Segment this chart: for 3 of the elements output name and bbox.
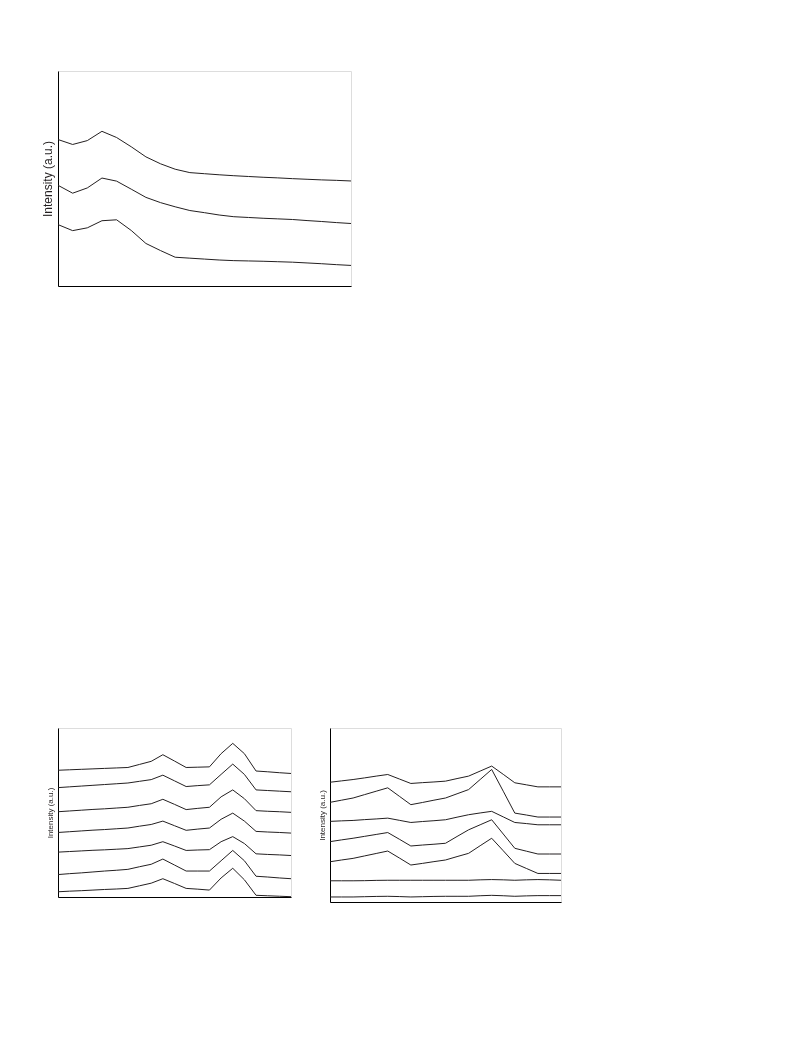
y-axis-title: Intensity (a.u.) [45, 787, 55, 839]
y-axis-title: Intensity (a.u.) [317, 789, 327, 841]
y-axis-title: Intensity (a.u.) [40, 140, 55, 218]
